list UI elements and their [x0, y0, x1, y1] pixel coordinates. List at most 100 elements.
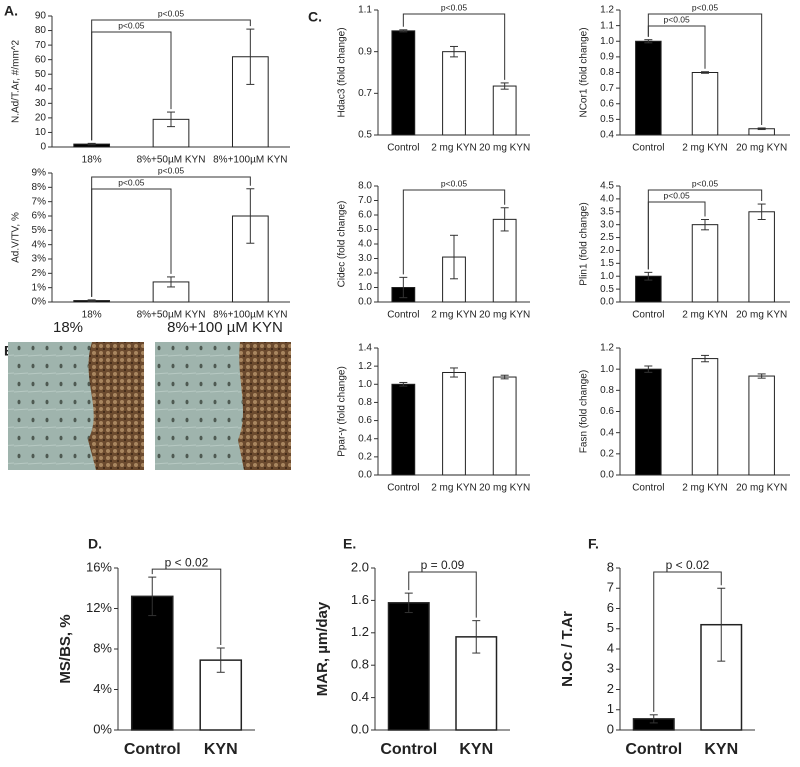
panel-label: A. — [4, 3, 18, 19]
y-axis-title: MAR, µm/day — [314, 601, 331, 696]
micrograph — [155, 342, 291, 470]
y-tick-label: 0% — [32, 297, 47, 308]
y-tick-label: 1.4 — [358, 343, 372, 354]
bar — [691, 358, 719, 476]
x-tick-label: 2 mg KYN — [431, 483, 477, 494]
y-tick-label: 12% — [86, 600, 112, 615]
y-tick-label: 0.6 — [600, 406, 614, 417]
x-tick-label: Control — [124, 741, 181, 758]
bar — [130, 595, 174, 731]
x-tick-label: 2 mg KYN — [431, 310, 477, 321]
significance-label: p<0.05 — [664, 190, 691, 200]
y-tick-label: 5 — [607, 620, 614, 635]
x-tick-label: Control — [632, 143, 664, 154]
x-tick-label: Control — [387, 143, 419, 154]
y-axis-title: NCor1 (fold change) — [579, 27, 590, 117]
significance-label: p<0.05 — [158, 8, 185, 18]
y-tick-label: 1.0 — [600, 364, 614, 375]
y-tick-label: 0.8 — [351, 657, 369, 672]
y-tick-label: 1.0 — [358, 282, 372, 293]
significance-bracket — [653, 571, 722, 712]
y-tick-label: 4% — [32, 239, 47, 250]
y-tick-label: 1.2 — [351, 624, 369, 639]
y-tick-label: 3.5 — [600, 206, 614, 217]
y-tick-label: 4.5 — [600, 181, 614, 192]
significance-bracket — [408, 571, 477, 618]
x-tick-label: 18% — [82, 310, 102, 321]
significance-bracket — [91, 31, 172, 141]
y-tick-label: 0 — [607, 721, 614, 736]
y-tick-label: 0.4 — [358, 433, 372, 444]
significance-bracket — [647, 25, 706, 69]
y-tick-label: 1.6 — [351, 592, 369, 607]
x-tick-label: 20 mg KYN — [479, 310, 530, 321]
y-tick-label: 3.0 — [358, 253, 372, 264]
y-tick-label: 60 — [35, 54, 47, 65]
significance-label: p = 0.09 — [421, 558, 465, 572]
x-tick-label: 2 mg KYN — [431, 143, 477, 154]
panel-label: C. — [308, 9, 322, 25]
y-tick-label: 3 — [607, 661, 614, 676]
x-tick-label: 8%+50µM KYN — [137, 310, 206, 321]
y-tick-label: 6.0 — [358, 210, 372, 221]
y-tick-label: 0% — [93, 721, 112, 736]
y-tick-label: 0.6 — [600, 98, 614, 109]
y-tick-label: 1.0 — [600, 36, 614, 47]
y-tick-label: 3% — [32, 254, 47, 265]
x-tick-label: 20 mg KYN — [479, 483, 530, 494]
x-tick-label: 8%+100µM KYN — [213, 310, 287, 321]
y-axis-title: Ad.V/TV, % — [11, 212, 22, 263]
x-tick-label: 18% — [82, 155, 102, 166]
y-tick-label: 0.6 — [358, 415, 372, 426]
y-tick-label: 8% — [32, 182, 47, 193]
y-tick-label: 3.0 — [600, 219, 614, 230]
x-tick-label: 2 mg KYN — [682, 310, 728, 321]
y-tick-label: 80 — [35, 25, 47, 36]
x-tick-label: 2 mg KYN — [682, 483, 728, 494]
y-tick-label: 1.2 — [600, 343, 614, 354]
y-tick-label: 0.7 — [600, 83, 614, 94]
y-tick-label: 0.8 — [600, 385, 614, 396]
panel-label: D. — [88, 536, 102, 552]
y-tick-label: 4.0 — [600, 194, 614, 205]
bar — [442, 51, 466, 136]
y-tick-label: 9% — [32, 168, 47, 179]
significance-label: p<0.05 — [118, 20, 145, 30]
bar — [691, 72, 719, 136]
y-tick-label: 7 — [607, 580, 614, 595]
y-tick-label: 0.0 — [351, 721, 369, 736]
micrograph — [8, 342, 144, 470]
y-tick-label: 0.8 — [358, 397, 372, 408]
bar — [748, 211, 775, 303]
y-tick-label: 0.5 — [600, 284, 614, 295]
y-tick-label: 50 — [35, 69, 47, 80]
y-tick-label: 2.0 — [358, 268, 372, 279]
x-tick-label: KYN — [459, 741, 493, 758]
y-tick-label: 4.0 — [358, 239, 372, 250]
significance-bracket — [647, 201, 706, 270]
y-axis-title: Plin1 (fold change) — [579, 202, 590, 285]
y-tick-label: 0.0 — [358, 297, 372, 308]
y-tick-label: 6% — [32, 211, 47, 222]
y-axis-title: Fasn (fold change) — [579, 370, 590, 453]
significance-bracket — [151, 568, 222, 645]
y-tick-label: 0.8 — [600, 67, 614, 78]
y-tick-label: 0.0 — [600, 297, 614, 308]
significance-label: p<0.05 — [441, 2, 468, 12]
y-axis-title: N.Ad/T.Ar, #/mm^2 — [11, 40, 22, 123]
significance-label: p<0.05 — [441, 178, 468, 188]
significance-label: p<0.05 — [664, 14, 691, 24]
x-tick-label: Control — [387, 310, 419, 321]
x-tick-label: 20 mg KYN — [736, 143, 787, 154]
y-tick-label: 0.5 — [358, 130, 372, 141]
y-tick-label: 0.4 — [600, 427, 614, 438]
bar — [442, 371, 466, 476]
y-tick-label: 0.9 — [358, 46, 372, 57]
x-tick-label: Control — [380, 741, 437, 758]
bar — [748, 375, 775, 476]
y-tick-label: 70 — [35, 40, 47, 51]
x-tick-label: Control — [387, 483, 419, 494]
y-tick-label: 6 — [607, 600, 614, 615]
y-tick-label: 2.0 — [600, 245, 614, 256]
y-tick-label: 1.5 — [600, 258, 614, 269]
